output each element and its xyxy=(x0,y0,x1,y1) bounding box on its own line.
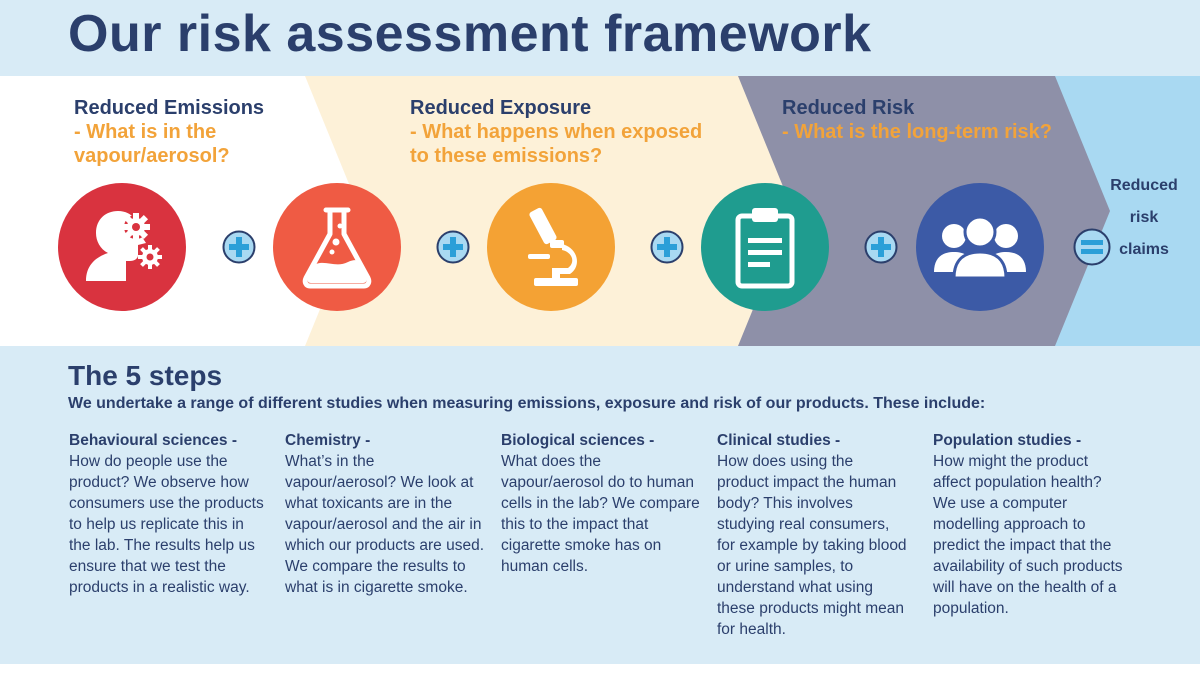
clinical-circle xyxy=(701,183,829,311)
steps-title: The 5 steps xyxy=(68,360,223,391)
result-line: claims xyxy=(1119,241,1169,258)
microscope-icon xyxy=(528,207,578,286)
step-biological: Biological sciences - What does the vapo… xyxy=(501,430,701,577)
step-heading: Biological sciences - xyxy=(501,432,655,449)
behavioural-circle xyxy=(58,183,186,311)
person-gears-icon xyxy=(86,211,162,281)
step-heading: Population studies - xyxy=(933,432,1082,449)
step-chemistry: Chemistry - What’s in the vapour/aerosol… xyxy=(285,430,485,598)
chemistry-circle xyxy=(273,183,401,311)
step-behavioural: Behavioural sciences - How do people use… xyxy=(69,430,269,598)
page-title: Our risk assessment framework xyxy=(68,5,872,63)
plus-icon xyxy=(864,230,898,264)
step-heading: Chemistry - xyxy=(285,432,371,449)
step-clinical: Clinical studies - How does using the pr… xyxy=(717,430,907,640)
result-line: Reduced xyxy=(1110,177,1178,194)
reduced-risk-claims: Reduced risk claims xyxy=(1104,170,1184,266)
stage-heading: Reduced Emissions xyxy=(74,97,265,119)
stage-emissions: Reduced Emissions - What is in the vapou… xyxy=(74,96,314,168)
plus-icon xyxy=(222,230,256,264)
steps-subtitle: We undertake a range of different studie… xyxy=(68,395,986,412)
step-heading: Clinical studies - xyxy=(717,432,841,449)
plus-icon xyxy=(436,230,470,264)
stage-risk: Reduced Risk - What is the long-term ris… xyxy=(782,96,1072,144)
bottom-edge xyxy=(0,664,1200,679)
stage-question: - What is in the vapour/aerosol? xyxy=(74,121,230,167)
step-population: Population studies - How might the produ… xyxy=(933,430,1128,619)
stage-question: - What happens when exposed to these emi… xyxy=(410,121,703,167)
flask-icon xyxy=(302,207,372,289)
stage-exposure: Reduced Exposure - What happens when exp… xyxy=(410,96,710,168)
biological-circle xyxy=(487,183,615,311)
step-body: How does using the product impact the hu… xyxy=(717,453,907,638)
population-circle xyxy=(916,183,1044,311)
clipboard-icon xyxy=(735,208,795,289)
result-line: risk xyxy=(1129,209,1159,226)
plus-icon xyxy=(650,230,684,264)
stage-heading: Reduced Risk xyxy=(782,97,915,119)
step-body: How might the product affect population … xyxy=(933,453,1123,617)
people-icon xyxy=(934,215,1026,280)
stage-heading: Reduced Exposure xyxy=(410,97,592,119)
step-body: How do people use the product? We observ… xyxy=(69,453,264,596)
step-heading: Behavioural sciences - xyxy=(69,432,237,449)
stage-question: - What is the long-term risk? xyxy=(782,121,1053,143)
step-body: What’s in the vapour/aerosol? We look at… xyxy=(285,453,485,596)
step-body: What does the vapour/aerosol do to human… xyxy=(501,453,700,575)
equals-icon xyxy=(1073,228,1111,266)
